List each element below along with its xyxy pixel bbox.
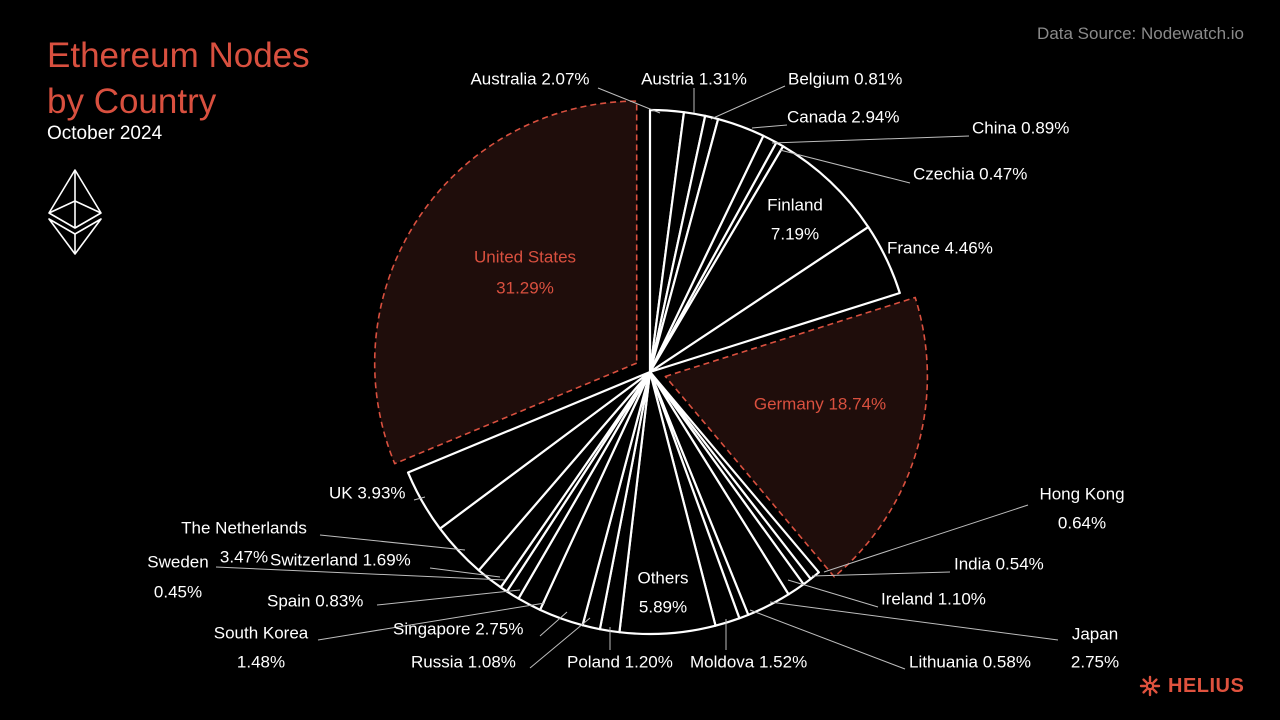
slice-label-france: France 4.46% — [887, 239, 993, 258]
leader-line-belgium — [710, 85, 786, 120]
slice-label-czechia: Czechia 0.47% — [913, 165, 1027, 184]
leader-line-australia — [597, 87, 661, 114]
slice-label-hong-kong-line1: Hong Kong — [1039, 485, 1124, 504]
slice-label-poland: Poland 1.20% — [567, 653, 673, 672]
slice-label-hong-kong-line2: 0.64% — [1058, 514, 1106, 533]
leader-line-south-korea — [317, 602, 546, 641]
slice-label-china: China 0.89% — [972, 119, 1069, 138]
slice-label-uk: UK 3.93% — [329, 484, 406, 503]
leader-line-india — [811, 571, 951, 577]
leader-line-hong-kong — [823, 504, 1029, 573]
slice-label-south-korea-line2: 1.48% — [237, 653, 285, 672]
leader-line-spain — [376, 589, 521, 606]
slice-label-the-netherlands-line2: 3.47% — [220, 548, 268, 567]
leader-line-lithuania — [749, 609, 906, 670]
pie-slice-germany — [664, 296, 929, 578]
slice-label-sweden-line1: Sweden — [147, 553, 208, 572]
slice-label-germany: Germany 18.74% — [754, 395, 886, 414]
slice-label-australia: Australia 2.07% — [470, 70, 589, 89]
slice-label-singapore: Singapore 2.75% — [393, 620, 523, 639]
slice-label-united-states-line2: 31.29% — [496, 279, 554, 298]
pie-slice-united-states — [373, 100, 638, 465]
brand-logo: HELIUS — [1138, 674, 1244, 698]
leader-line-czechia — [779, 149, 911, 184]
pie-slice-france — [648, 225, 901, 374]
slice-label-the-netherlands-line1: The Netherlands — [181, 519, 307, 538]
leader-line-ireland — [787, 579, 879, 608]
slice-label-lithuania: Lithuania 0.58% — [909, 653, 1031, 672]
slice-label-ireland: Ireland 1.10% — [881, 590, 986, 609]
chart-title-line2: by Country — [47, 82, 217, 121]
slice-label-united-states-line1: United States — [474, 248, 576, 267]
leader-line-the-netherlands — [319, 534, 466, 551]
leader-line-china — [771, 135, 970, 144]
slice-label-japan-line2: 2.75% — [1071, 653, 1119, 672]
data-source-note: Data Source: Nodewatch.io — [1037, 24, 1244, 43]
slice-label-austria: Austria 1.31% — [641, 70, 747, 89]
slice-label-belgium: Belgium 0.81% — [788, 70, 902, 89]
leader-line-sweden — [215, 566, 506, 581]
slice-label-spain: Spain 0.83% — [267, 592, 363, 611]
slice-label-others-line1: Others — [637, 569, 688, 588]
chart-subtitle: October 2024 — [47, 123, 163, 144]
slice-label-finland-line2: 7.19% — [771, 225, 819, 244]
slice-label-others-line2: 5.89% — [639, 598, 687, 617]
leader-line-switzerland — [429, 567, 501, 578]
ethereum-logo-icon — [48, 169, 102, 255]
helius-logo-icon — [1139, 675, 1161, 697]
slice-label-india: India 0.54% — [954, 555, 1044, 574]
slice-label-canada: Canada 2.94% — [787, 108, 899, 127]
slice-label-finland-line1: Finland — [767, 196, 823, 215]
leader-line-japan — [769, 601, 1059, 641]
pie-slice-uk — [406, 370, 652, 530]
chart-title-line1: Ethereum Nodes — [47, 36, 310, 75]
pie-slice-finland — [648, 145, 870, 374]
leader-line-singapore — [539, 611, 568, 637]
slice-label-russia: Russia 1.08% — [411, 653, 516, 672]
slice-label-moldova: Moldova 1.52% — [690, 653, 807, 672]
slice-label-switzerland: Switzerland 1.69% — [270, 551, 411, 570]
leader-line-canada — [751, 124, 788, 129]
chart-title: Ethereum Nodes by Country — [47, 33, 310, 125]
slice-label-japan-line1: Japan — [1072, 625, 1118, 644]
leader-line-russia — [529, 617, 591, 669]
brand-name: HELIUS — [1168, 674, 1245, 697]
leader-line-uk — [413, 496, 426, 501]
slice-label-sweden-line2: 0.45% — [154, 583, 202, 602]
slice-label-south-korea-line1: South Korea — [214, 624, 309, 643]
